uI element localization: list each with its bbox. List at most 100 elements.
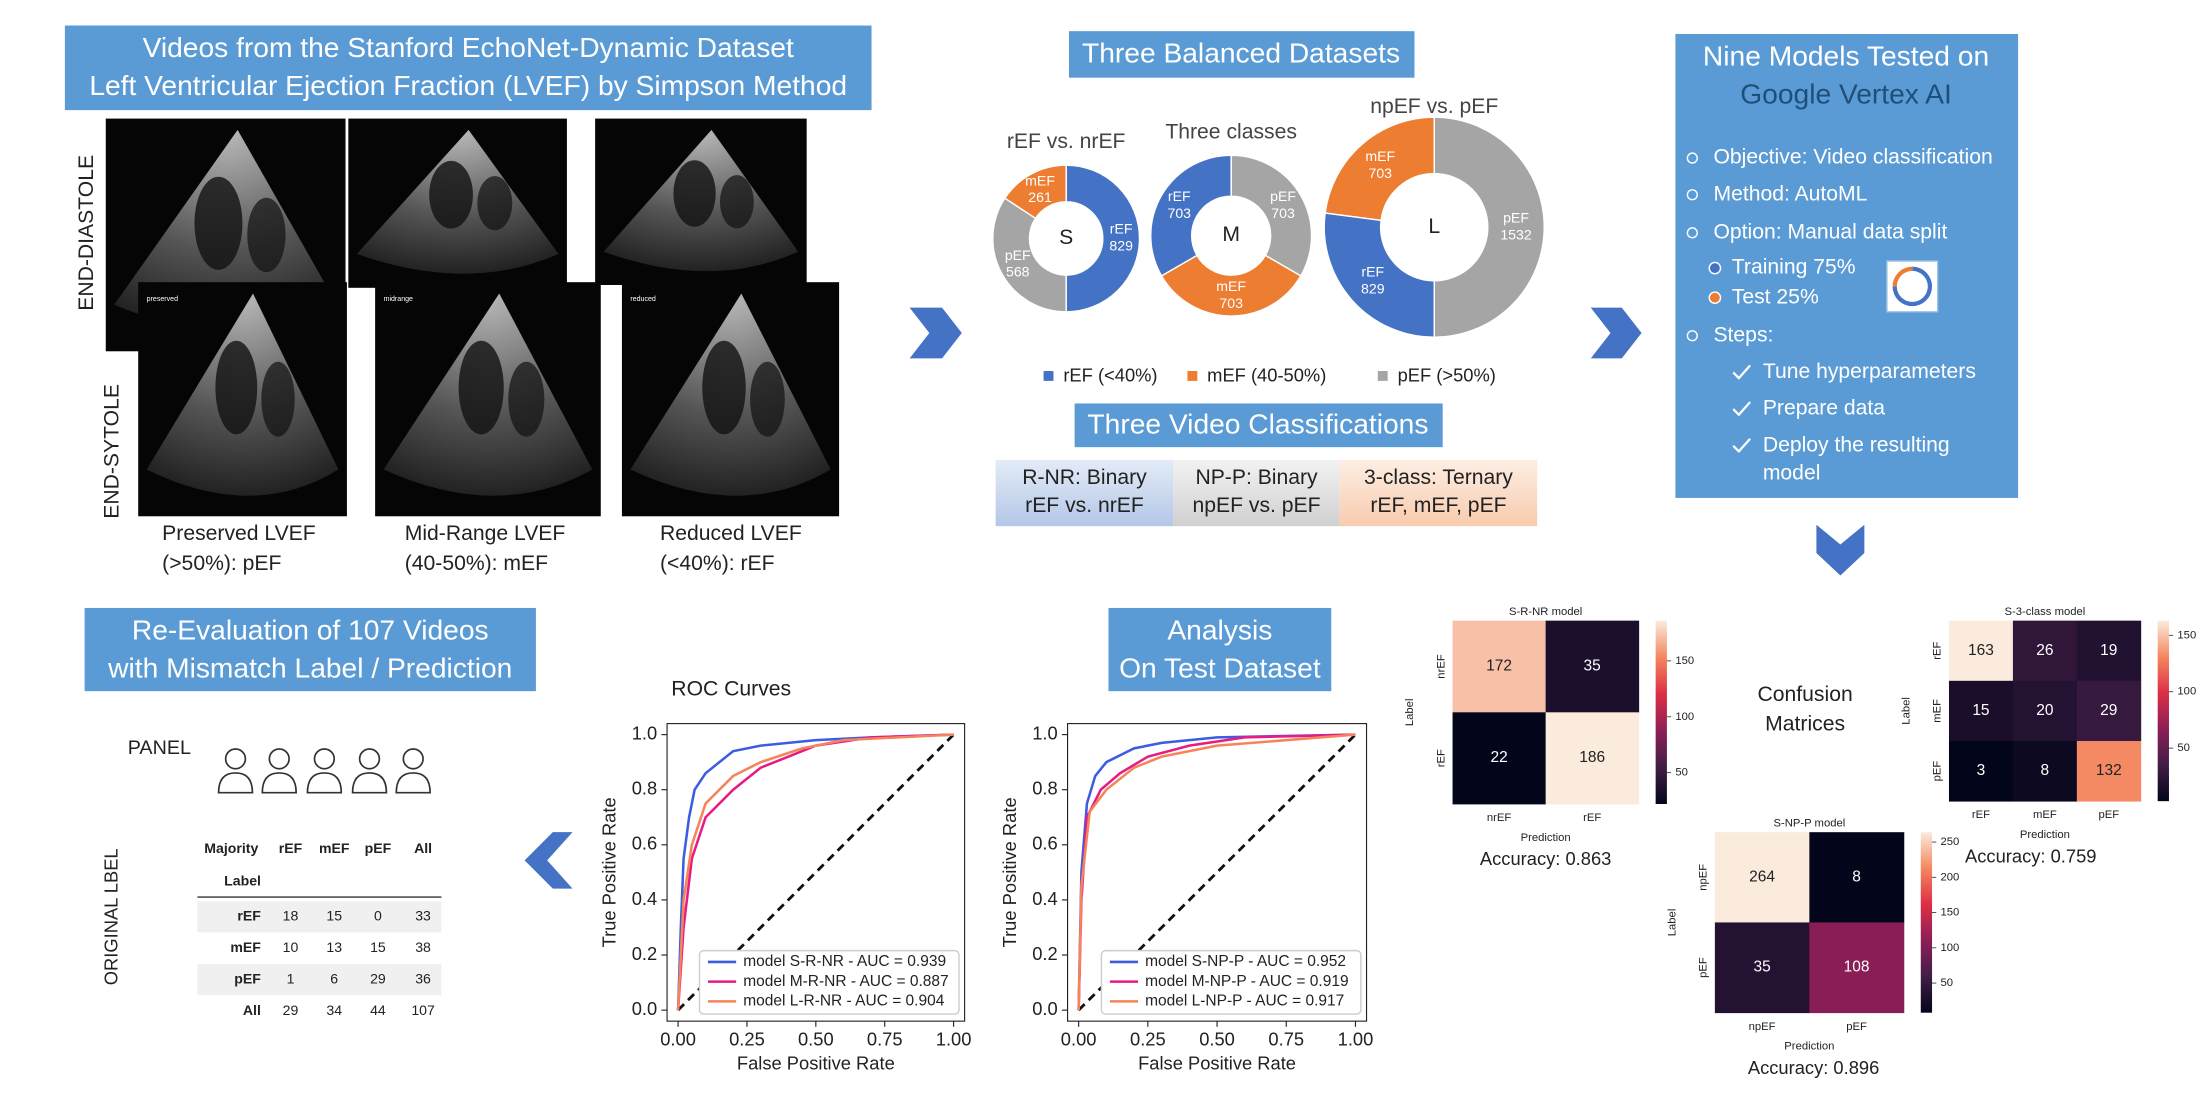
legend-label: model L-NP-P - AUC = 0.917 — [1145, 993, 1344, 1010]
donut-segment — [1433, 116, 1545, 338]
step-text: Tune hyperparameters — [1763, 360, 1976, 383]
accuracy: Accuracy: 0.863 — [1480, 848, 1611, 869]
row-label: npEF — [1698, 864, 1710, 891]
class-text: npEF vs. pEF — [1193, 494, 1321, 517]
legend-label: model M-R-NR - AUC = 0.887 — [743, 973, 948, 990]
check-icon — [1732, 401, 1751, 417]
bullet-text: Option: Manual data split — [1713, 220, 1947, 243]
segment-value: 703 — [1271, 205, 1295, 221]
x-tick-label: 0.00 — [660, 1029, 696, 1050]
donut-segment — [1003, 164, 1067, 220]
matrix-title: S-NP-P model — [1773, 818, 1845, 830]
legend-label: model M-NP-P - AUC = 0.919 — [1145, 973, 1348, 990]
check-icon — [1732, 364, 1751, 380]
donut-title: npEF vs. pEF — [1370, 95, 1498, 118]
x-tick-label: 0.25 — [1130, 1029, 1166, 1050]
echo-chamber — [194, 176, 243, 270]
row-label: pEF — [1932, 761, 1944, 782]
y-tick-label: 0.8 — [1032, 778, 1057, 799]
table-header: pEF — [365, 840, 392, 856]
segment-name: mEF — [1365, 148, 1395, 164]
donut-center: M — [1222, 223, 1240, 246]
bullet — [1686, 152, 1698, 164]
col-label: pEF — [2098, 809, 2119, 821]
caption: (40-50%): mEF — [405, 552, 548, 575]
matrix-cell — [1452, 712, 1547, 805]
matrix-cell — [2012, 680, 2078, 742]
axis-label: Label — [1901, 697, 1913, 725]
row-label: pEF — [1698, 957, 1710, 978]
legend-box — [698, 949, 960, 1015]
bullet-text: Steps: — [1713, 323, 1773, 346]
col-label: mEF — [2033, 809, 2057, 821]
table-cell: 34 — [326, 1002, 342, 1018]
step-text: Deploy the resulting — [1763, 433, 1950, 456]
donut-center: S — [1059, 226, 1073, 249]
col-label: npEF — [1749, 1021, 1776, 1033]
segment-name: mEF — [1025, 172, 1055, 188]
axis-label: Prediction — [2020, 829, 2070, 841]
matrix-cell — [1948, 620, 2014, 682]
matrix-cell — [1948, 680, 2014, 742]
matrix-cell — [1452, 620, 1547, 713]
segment-value: 703 — [1219, 295, 1243, 311]
x-tick-label: 1.00 — [936, 1029, 972, 1050]
caption: Reduced LVEF — [660, 522, 802, 545]
x-tick-label: 0.00 — [1061, 1029, 1097, 1050]
bullet-text: Objective: Video classification — [1713, 146, 1992, 169]
matrix-cell — [2076, 680, 2142, 742]
matrix-cell — [1545, 620, 1640, 713]
class-text: NP-P: Binary — [1195, 466, 1318, 489]
legend-label: model S-NP-P - AUC = 0.952 — [1145, 953, 1346, 970]
bullet-text: Method: AutoML — [1713, 182, 1867, 205]
person-head — [358, 748, 381, 770]
table-header: rEF — [279, 840, 303, 856]
donut-center: L — [1428, 215, 1440, 238]
roc-curve — [1077, 733, 1356, 1011]
row-label: rEF — [237, 908, 261, 924]
row-shade — [197, 964, 442, 996]
cell-value: 29 — [2100, 702, 2117, 719]
table-cell: 6 — [330, 970, 338, 986]
legend-label: model L-R-NR - AUC = 0.904 — [743, 993, 945, 1010]
title-text: On Test Dataset — [1119, 651, 1321, 683]
confusion-title: Confusion — [1758, 683, 1853, 706]
legend-label: mEF (40-50%) — [1207, 365, 1326, 386]
table-cell: 1 — [287, 970, 295, 986]
title-text: Re-Evaluation of 107 Videos — [132, 613, 489, 645]
row-label: pEF — [234, 970, 261, 986]
cell-value: 186 — [1579, 749, 1605, 766]
echo-chamber — [719, 175, 754, 229]
table-cell: 10 — [283, 939, 299, 955]
class-box — [995, 459, 1174, 527]
y-tick-label: 0.2 — [1032, 943, 1057, 964]
col-label: nrEF — [1487, 812, 1512, 824]
title-box — [1108, 607, 1332, 692]
split-text: Training 75% — [1732, 256, 1856, 279]
class-box — [1173, 459, 1340, 527]
cbar-label: 150 — [1941, 907, 1960, 919]
cell-value: 22 — [1490, 749, 1507, 766]
step-text: model — [1763, 462, 1821, 485]
donut-segment — [1230, 154, 1313, 277]
arrow-right — [909, 307, 962, 359]
cell-value: 108 — [1844, 959, 1870, 976]
title-text: Analysis — [1167, 613, 1272, 645]
cell-value: 8 — [1852, 868, 1861, 885]
axis-label: ORIGINAL LBEL — [101, 848, 122, 985]
y-tick-label: 0.8 — [632, 778, 657, 799]
class-text: R-NR: Binary — [1022, 466, 1147, 489]
x-tick-label: 0.50 — [1199, 1029, 1235, 1050]
segment-name: rEF — [1110, 221, 1133, 237]
y-tick-label: 1.0 — [1032, 722, 1057, 743]
cell-value: 172 — [1486, 658, 1512, 675]
table-cell: 15 — [370, 939, 386, 955]
class-text: 3-class: Ternary — [1364, 466, 1513, 489]
row-label: rEF — [1435, 749, 1447, 767]
panel-label: PANEL — [128, 737, 191, 759]
echo-chamber — [261, 361, 295, 437]
row-label: mEF — [230, 939, 261, 955]
caption: Mid-Range LVEF — [405, 522, 566, 545]
